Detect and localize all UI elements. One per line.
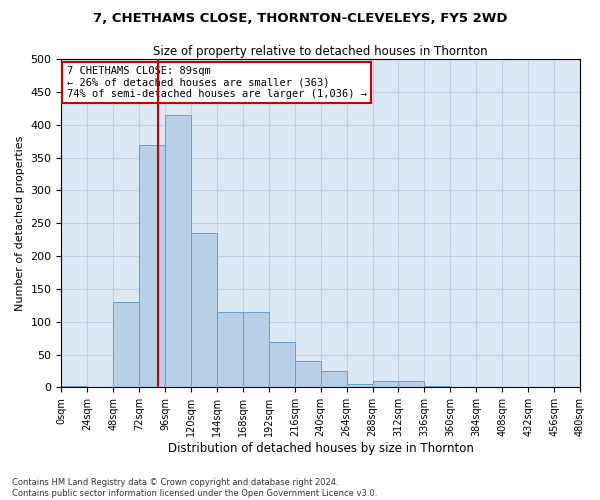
Bar — [451, 387, 476, 388]
Y-axis label: Number of detached properties: Number of detached properties — [15, 136, 25, 311]
Bar — [191, 233, 217, 388]
Bar — [243, 312, 269, 388]
Bar — [398, 381, 424, 388]
Bar — [347, 384, 373, 388]
Text: Contains HM Land Registry data © Crown copyright and database right 2024.
Contai: Contains HM Land Registry data © Crown c… — [12, 478, 377, 498]
Bar — [113, 302, 139, 388]
Bar — [554, 387, 580, 388]
Bar — [476, 387, 502, 388]
X-axis label: Distribution of detached houses by size in Thornton: Distribution of detached houses by size … — [168, 442, 473, 455]
Bar — [321, 371, 347, 388]
Text: 7, CHETHAMS CLOSE, THORNTON-CLEVELEYS, FY5 2WD: 7, CHETHAMS CLOSE, THORNTON-CLEVELEYS, F… — [93, 12, 507, 26]
Bar — [139, 144, 165, 388]
Bar — [373, 381, 398, 388]
Text: 7 CHETHAMS CLOSE: 89sqm
← 26% of detached houses are smaller (363)
74% of semi-d: 7 CHETHAMS CLOSE: 89sqm ← 26% of detache… — [67, 66, 367, 99]
Bar — [61, 386, 88, 388]
Bar — [269, 342, 295, 388]
Title: Size of property relative to detached houses in Thornton: Size of property relative to detached ho… — [154, 45, 488, 58]
Bar — [217, 312, 243, 388]
Bar — [165, 115, 191, 388]
Bar — [424, 386, 451, 388]
Bar — [295, 361, 321, 388]
